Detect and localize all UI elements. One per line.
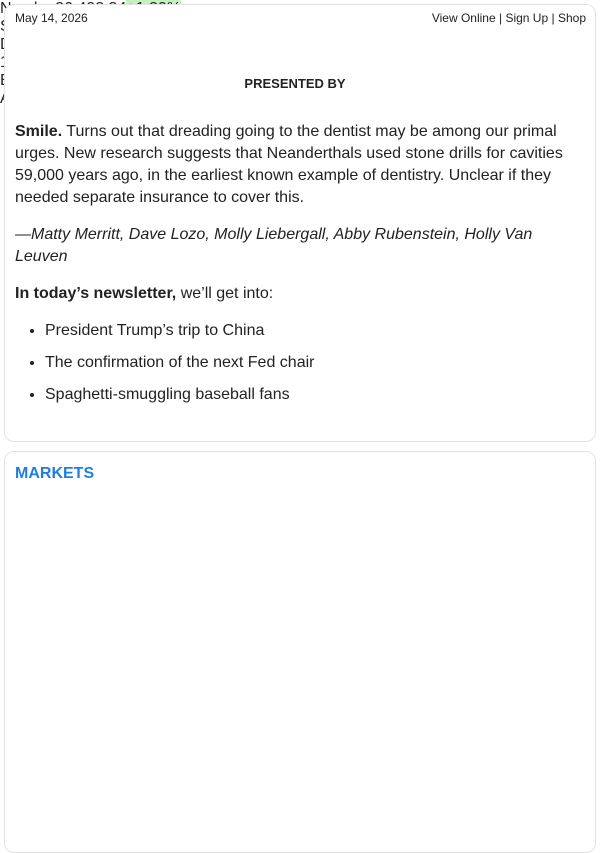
markets-card xyxy=(4,451,596,853)
newsletter-lead: In today’s newsletter, xyxy=(15,285,177,302)
header-links: View Online | Sign Up | Shop xyxy=(432,11,586,25)
newsletter-rest: we’ll get into: xyxy=(180,285,274,302)
link[interactable]: Sign Up xyxy=(505,11,549,25)
newsletter-items: President Trump’s trip to China The confi… xyxy=(15,320,314,416)
page: May 14, 2026 View Online | Sign Up | Sho… xyxy=(0,0,600,800)
intro-card xyxy=(4,4,596,442)
presented-by: PRESENTED BY xyxy=(244,76,346,91)
byline: —Matty Merritt, Dave Lozo, Molly Lieberg… xyxy=(15,226,533,265)
link[interactable]: Shop xyxy=(557,11,586,25)
newsletter-item: President Trump’s trip to China xyxy=(45,320,314,342)
markets-title: MARKETS xyxy=(15,465,95,482)
newsletter-item: Spaghetti-smuggling baseball fans xyxy=(45,384,314,406)
date: May 14, 2026 xyxy=(15,11,88,25)
link[interactable]: View Online xyxy=(431,11,496,25)
newsletter-item: The confirmation of the next Fed chair xyxy=(45,352,314,374)
separator: | xyxy=(498,11,503,25)
intro: Smile. Turns out that dreading going to … xyxy=(15,121,570,209)
newsletter-intro: In today’s newsletter, we’ll get into: xyxy=(15,283,273,305)
intro-body: Turns out that dreading going to the den… xyxy=(15,123,563,206)
intro-lead: Smile. xyxy=(15,123,63,140)
separator: | xyxy=(551,11,555,25)
